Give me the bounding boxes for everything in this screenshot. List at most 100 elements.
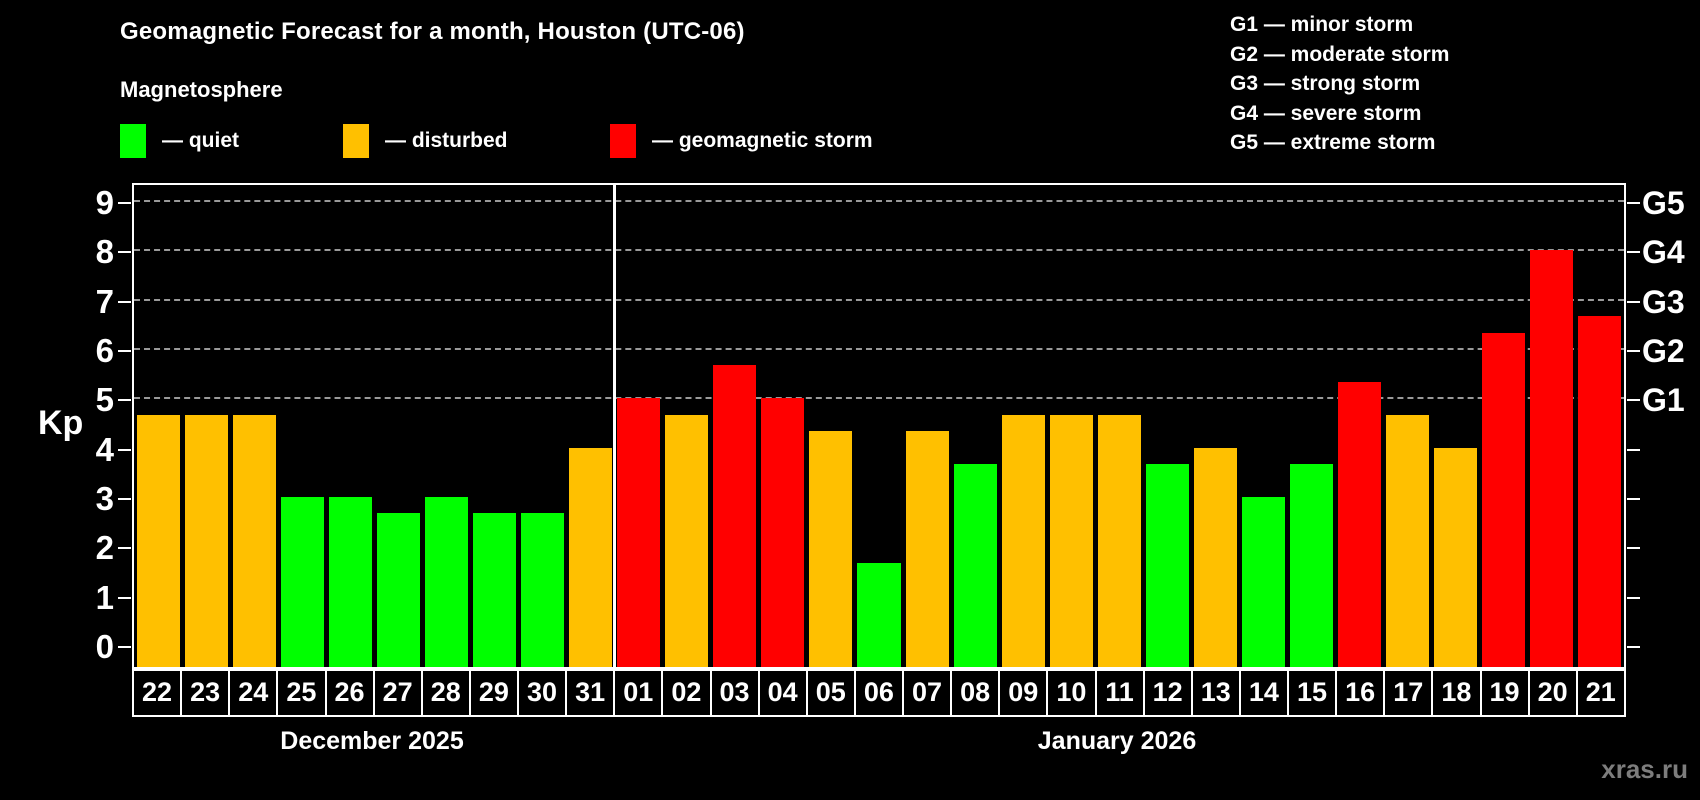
watermark: xras.ru bbox=[1601, 754, 1688, 784]
storm-color-swatch bbox=[610, 124, 636, 158]
day-cell-26: 26 bbox=[324, 669, 375, 717]
kp-bar-day-09 bbox=[1001, 414, 1045, 667]
day-cell-16: 16 bbox=[1335, 669, 1386, 717]
y-axis-tick-right-9 bbox=[1627, 202, 1640, 205]
legend-item-storm: — geomagnetic storm bbox=[610, 123, 873, 159]
y-axis-tick-left-7 bbox=[118, 300, 131, 303]
g2-legend-line: G2 — moderate storm bbox=[1230, 42, 1450, 66]
g1-legend-line: G1 — minor storm bbox=[1230, 13, 1414, 36]
y-axis-title: Kp bbox=[38, 404, 84, 442]
y-axis-label-6: 6 bbox=[95, 332, 114, 370]
y-axis-label-2: 2 bbox=[95, 529, 114, 567]
y-axis-label-1: 1 bbox=[95, 578, 114, 616]
gridline-kp5 bbox=[134, 397, 1624, 400]
g4-legend-line: G4 — severe storm bbox=[1230, 101, 1422, 125]
y-axis-tick-left-2 bbox=[118, 547, 131, 550]
kp-bar-day-31 bbox=[569, 447, 613, 667]
y-axis-tick-right-1 bbox=[1627, 596, 1640, 599]
y-axis-label-0: 0 bbox=[95, 628, 114, 665]
g5-legend-line: G5 — extreme storm bbox=[1230, 131, 1436, 155]
day-cell-25: 25 bbox=[276, 669, 327, 717]
month-label-december: December 2025 bbox=[280, 727, 464, 755]
kp-bar-day-12 bbox=[1145, 463, 1189, 667]
y-axis-tick-left-1 bbox=[118, 596, 131, 599]
kp-bar-day-27 bbox=[376, 513, 420, 667]
chart-subtitle: Magnetosphere bbox=[120, 77, 283, 102]
day-cell-04: 04 bbox=[757, 669, 808, 717]
gridline-kp9 bbox=[134, 200, 1624, 203]
day-cell-06: 06 bbox=[853, 669, 904, 717]
day-cell-27: 27 bbox=[372, 669, 423, 717]
day-cell-30: 30 bbox=[517, 669, 568, 717]
legend-label-disturbed: — disturbed bbox=[385, 129, 508, 152]
day-cell-18: 18 bbox=[1431, 669, 1482, 717]
y-axis-label-3: 3 bbox=[95, 480, 114, 517]
day-cell-17: 17 bbox=[1383, 669, 1434, 717]
day-cell-15: 15 bbox=[1287, 669, 1338, 717]
kp-bar-day-18 bbox=[1434, 447, 1478, 667]
y-axis-tick-right-2 bbox=[1627, 547, 1640, 550]
quiet-color-swatch bbox=[120, 124, 146, 158]
kp-bar-day-30 bbox=[521, 513, 565, 667]
kp-bar-day-21 bbox=[1578, 315, 1622, 667]
y-axis-label-8: 8 bbox=[95, 233, 114, 271]
kp-bar-day-15 bbox=[1290, 463, 1334, 667]
day-cell-31: 31 bbox=[565, 669, 616, 717]
day-cell-21: 21 bbox=[1575, 669, 1626, 717]
y-axis-tick-right-7 bbox=[1627, 300, 1640, 303]
legend-label-storm: — geomagnetic storm bbox=[652, 129, 873, 152]
kp-bar-day-19 bbox=[1482, 332, 1526, 667]
day-cell-19: 19 bbox=[1479, 669, 1530, 717]
y-axis-tick-left-5 bbox=[118, 399, 131, 402]
y-axis-tick-left-6 bbox=[118, 350, 131, 353]
plot-area bbox=[132, 183, 1626, 669]
right-axis-label-g3: G3 bbox=[1642, 283, 1685, 320]
g-scale-legend: G1 — minor storm G2 — moderate storm G3 … bbox=[1230, 10, 1449, 158]
y-axis-label-7: 7 bbox=[95, 282, 114, 320]
kp-bar-day-02 bbox=[665, 414, 709, 667]
y-axis-tick-right-8 bbox=[1627, 251, 1640, 254]
day-cell-11: 11 bbox=[1094, 669, 1145, 717]
kp-bar-day-17 bbox=[1386, 414, 1430, 667]
kp-bar-day-22 bbox=[136, 414, 180, 667]
legend-item-disturbed: — disturbed bbox=[343, 123, 508, 159]
kp-bar-day-03 bbox=[713, 365, 757, 667]
kp-bar-day-20 bbox=[1530, 250, 1574, 667]
day-cell-07: 07 bbox=[902, 669, 953, 717]
kp-bar-day-01 bbox=[617, 398, 661, 667]
day-cell-12: 12 bbox=[1142, 669, 1193, 717]
kp-bar-day-05 bbox=[809, 431, 853, 667]
day-cell-29: 29 bbox=[468, 669, 519, 717]
day-cell-08: 08 bbox=[950, 669, 1001, 717]
y-axis-tick-left-4 bbox=[118, 448, 131, 451]
month-separator-line bbox=[613, 185, 617, 667]
y-axis-tick-right-4 bbox=[1627, 448, 1640, 451]
y-axis-label-4: 4 bbox=[95, 430, 114, 468]
y-axis-tick-left-3 bbox=[118, 498, 131, 500]
day-cell-20: 20 bbox=[1527, 669, 1578, 717]
right-axis-label-g2: G2 bbox=[1642, 333, 1685, 370]
kp-bar-day-14 bbox=[1241, 497, 1286, 667]
y-axis-tick-left-9 bbox=[118, 202, 131, 205]
gridline-kp7 bbox=[134, 298, 1624, 301]
y-axis-label-9: 9 bbox=[95, 184, 114, 222]
kp-bar-day-28 bbox=[424, 497, 468, 667]
day-cell-05: 05 bbox=[805, 669, 856, 717]
day-cell-03: 03 bbox=[709, 669, 760, 717]
y-axis-tick-right-3 bbox=[1627, 498, 1640, 500]
right-axis-label-g1: G1 bbox=[1642, 382, 1685, 419]
kp-bar-day-16 bbox=[1338, 382, 1382, 667]
day-cell-24: 24 bbox=[228, 669, 279, 717]
day-cell-23: 23 bbox=[180, 669, 231, 717]
legend-item-quiet: — quiet bbox=[120, 123, 239, 159]
kp-bar-day-29 bbox=[472, 513, 516, 667]
kp-bar-day-25 bbox=[280, 497, 324, 667]
g3-legend-line: G3 — strong storm bbox=[1230, 72, 1421, 96]
day-cell-09: 09 bbox=[998, 669, 1049, 717]
gridline-kp8 bbox=[134, 249, 1624, 252]
gridline-kp6 bbox=[134, 348, 1624, 351]
kp-bar-day-24 bbox=[232, 414, 276, 667]
kp-bar-day-07 bbox=[905, 431, 949, 667]
month-label-january: January 2026 bbox=[1037, 727, 1197, 755]
